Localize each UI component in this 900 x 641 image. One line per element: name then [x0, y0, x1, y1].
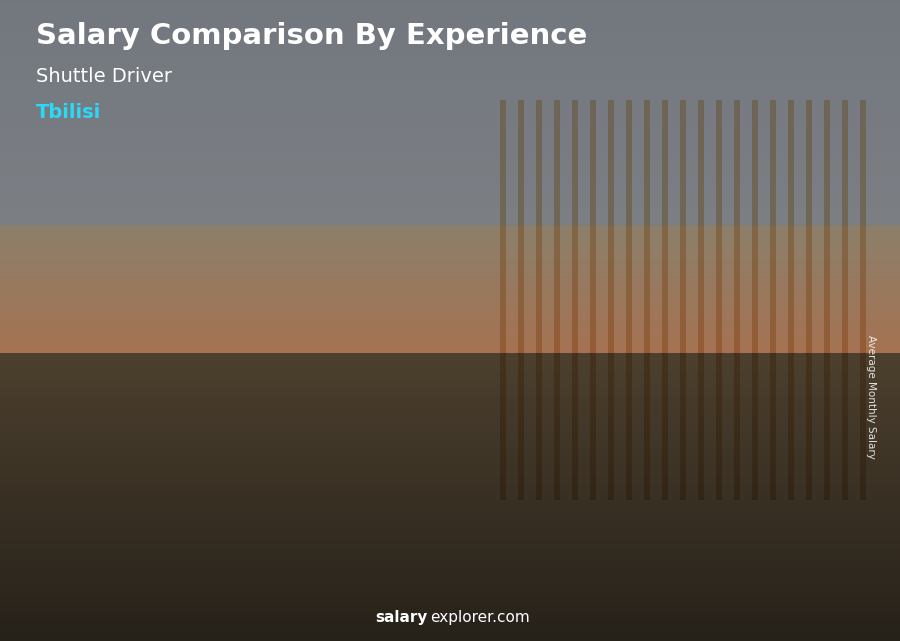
Text: 3,130 GEL: 3,130 GEL — [594, 320, 659, 333]
Text: +29%: +29% — [148, 377, 202, 395]
Text: Tbilisi: Tbilisi — [36, 103, 101, 122]
Text: Salary Comparison By Experience: Salary Comparison By Experience — [36, 22, 587, 51]
Bar — [207, 435, 285, 438]
Text: +7%: +7% — [544, 286, 585, 304]
Bar — [726, 324, 732, 551]
Bar — [597, 337, 601, 551]
Bar — [667, 337, 675, 551]
Text: +7%: +7% — [673, 274, 716, 292]
Bar — [277, 435, 285, 551]
Text: salary: salary — [375, 610, 428, 625]
Text: Average Monthly Salary: Average Monthly Salary — [866, 335, 877, 460]
Bar — [77, 460, 82, 551]
Bar — [77, 460, 156, 463]
Bar — [726, 324, 805, 551]
Text: +24%: +24% — [408, 298, 462, 316]
Text: 1,710 GEL: 1,710 GEL — [204, 417, 269, 430]
Bar — [338, 390, 415, 551]
Text: 1,330 GEL: 1,330 GEL — [75, 443, 140, 456]
Bar — [767, 66, 771, 78]
Bar — [148, 460, 156, 551]
Bar — [537, 352, 544, 551]
Text: 2,360 GEL: 2,360 GEL — [335, 373, 399, 386]
Bar — [467, 352, 544, 551]
Bar — [207, 435, 212, 551]
Bar — [597, 337, 675, 551]
Bar — [809, 33, 824, 37]
Bar — [761, 33, 776, 37]
Bar — [761, 70, 776, 74]
Bar — [726, 324, 805, 330]
Bar — [767, 29, 771, 40]
Bar — [467, 352, 472, 551]
Bar — [796, 324, 805, 551]
Text: Shuttle Driver: Shuttle Driver — [36, 67, 172, 87]
Bar — [809, 70, 824, 74]
Bar — [745, 49, 840, 57]
Bar — [77, 460, 156, 551]
Text: 2,920 GEL: 2,920 GEL — [464, 335, 528, 347]
Bar — [207, 435, 285, 551]
Bar — [814, 29, 818, 40]
Bar — [338, 390, 415, 395]
Text: 3,330 GEL: 3,330 GEL — [724, 306, 788, 319]
Text: +38%: +38% — [278, 335, 331, 353]
Bar — [407, 390, 415, 551]
Text: explorer.com: explorer.com — [430, 610, 530, 625]
Bar — [597, 337, 675, 344]
Bar — [338, 390, 342, 551]
Bar — [814, 66, 818, 78]
Bar — [467, 352, 544, 358]
Bar — [788, 15, 797, 91]
